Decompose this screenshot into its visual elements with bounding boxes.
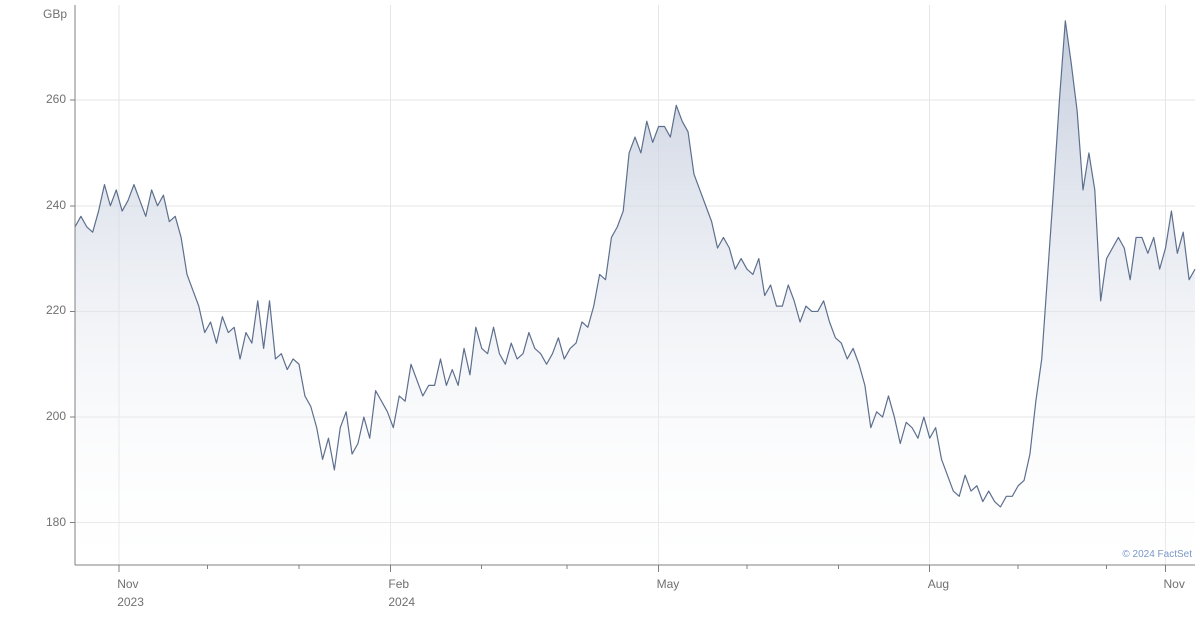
x-tick-label: Nov <box>1164 577 1185 591</box>
y-tick-label: 260 <box>16 92 66 106</box>
attribution-text: © 2024 FactSet <box>1122 549 1192 560</box>
chart-canvas <box>0 0 1200 630</box>
y-tick-label: 240 <box>16 198 66 212</box>
x-tick-label: May <box>657 577 680 591</box>
x-tick-sublabel: 2024 <box>388 595 415 609</box>
y-tick-label: 220 <box>16 303 66 317</box>
x-tick-label: Feb <box>388 577 409 591</box>
price-chart: GBp 180 200 220 240 260 Nov 2023 Feb 2024 May Aug… <box>0 0 1200 630</box>
x-tick-sublabel: 2023 <box>117 595 144 609</box>
unit-label: GBp <box>43 7 67 21</box>
x-tick-label: Nov <box>117 577 138 591</box>
y-tick-label: 180 <box>16 515 66 529</box>
y-tick-label: 200 <box>16 409 66 423</box>
x-tick-label: Aug <box>928 577 949 591</box>
